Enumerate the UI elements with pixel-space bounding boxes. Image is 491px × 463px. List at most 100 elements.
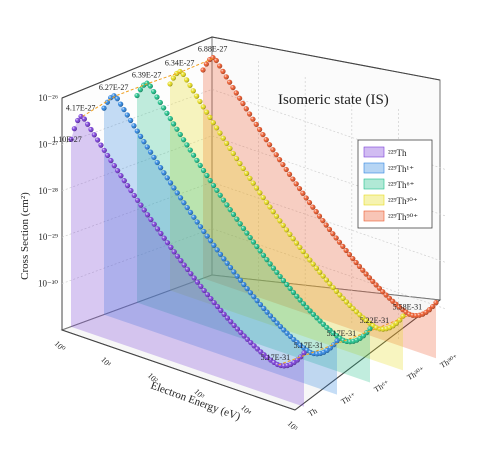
- data-point-shade: [247, 111, 253, 117]
- data-point-shade: [233, 90, 239, 96]
- data-point-shade: [266, 142, 273, 148]
- data-point-shade: [171, 185, 177, 191]
- data-point-shade: [376, 285, 383, 291]
- data-point-shade: [105, 152, 111, 159]
- data-point-shade: [187, 82, 193, 88]
- data-point-shade: [280, 222, 286, 228]
- series-curves: [68, 54, 439, 369]
- data-point-shade: [95, 137, 101, 143]
- data-point-shade: [287, 231, 293, 237]
- data-point-shade: [177, 131, 183, 138]
- data-point-shade: [114, 96, 120, 102]
- data-point-shade: [128, 187, 134, 194]
- data-point-shade: [134, 197, 141, 203]
- data-point-shade: [297, 297, 303, 303]
- data-point-shade: [254, 243, 260, 250]
- data-point-shade: [174, 126, 180, 132]
- x-tick-label: 10⁰: [53, 339, 67, 353]
- data-point-shade: [227, 264, 234, 271]
- peak-value-label: 6.88E-27: [198, 45, 228, 54]
- data-point-shade: [220, 68, 226, 74]
- data-point-shade: [317, 318, 323, 324]
- data-point-shade: [138, 202, 144, 208]
- data-point-shade: [257, 190, 263, 196]
- y-tick-label: 10⁻³⁰: [38, 279, 58, 289]
- min-value-label: 5.22E-31: [360, 316, 390, 325]
- data-point-shade: [240, 100, 246, 107]
- data-point-shade: [177, 195, 184, 201]
- data-point-shade: [340, 295, 346, 301]
- data-point-shade: [290, 236, 296, 242]
- data-point-shade: [134, 128, 140, 134]
- data-point-shade: [310, 311, 317, 317]
- legend-swatch: [363, 178, 385, 190]
- data-point-shade: [128, 117, 134, 123]
- data-point-shade: [231, 269, 237, 275]
- series-curve: [200, 54, 439, 319]
- data-point-shade: [223, 74, 229, 80]
- data-point-shade: [141, 207, 147, 213]
- data-point-shade: [277, 218, 283, 224]
- data-point-shade: [363, 271, 369, 277]
- data-point-shade: [230, 84, 236, 91]
- data-point-shade: [244, 336, 251, 342]
- data-point-shade: [273, 213, 280, 219]
- data-point-shade: [314, 315, 320, 321]
- data-point-shade: [297, 244, 303, 250]
- grid-line: [61, 181, 446, 263]
- data-point-shade: [330, 284, 336, 291]
- data-point-shade: [300, 301, 307, 307]
- data-point-shade: [168, 244, 174, 250]
- data-point-shade: [190, 88, 196, 94]
- data-point-shade: [157, 165, 164, 171]
- data-point-shade: [300, 190, 306, 196]
- data-point-shade: [217, 63, 223, 69]
- data-point-shade: [214, 303, 221, 310]
- data-point-shade: [137, 87, 143, 93]
- z-tick-label: Th: [307, 406, 319, 418]
- data-point-shade: [337, 292, 343, 298]
- data-point-shade: [327, 345, 333, 351]
- data-point-shade: [250, 239, 257, 245]
- chart-title: Isomeric state (IS): [278, 92, 389, 108]
- data-point-shade: [148, 216, 154, 223]
- data-point-shade: [307, 308, 313, 314]
- data-point-shade: [327, 281, 333, 287]
- data-point-shade: [144, 144, 150, 150]
- data-point-shade: [243, 106, 249, 112]
- data-point-shade: [260, 252, 267, 258]
- data-point-shade: [85, 121, 91, 127]
- data-point-shade: [181, 262, 187, 268]
- series-curve: [68, 113, 307, 369]
- data-point-shade: [350, 305, 356, 312]
- data-point-shade: [230, 211, 237, 218]
- data-point-shade: [221, 311, 227, 317]
- data-point-shade: [194, 219, 200, 225]
- data-point-shade: [214, 125, 220, 131]
- data-point-shade: [287, 333, 293, 339]
- data-point-shade: [343, 299, 350, 305]
- min-value-label: 5.17E-31: [294, 341, 324, 350]
- data-point-shade: [187, 147, 193, 153]
- data-point-shade: [274, 269, 280, 275]
- x-tick-label: 10¹: [99, 355, 113, 369]
- data-point-shade: [227, 207, 233, 213]
- data-point-shade: [313, 265, 320, 271]
- data-point-shade: [154, 94, 160, 100]
- data-point-shade: [201, 287, 207, 294]
- data-point-shade: [386, 295, 392, 301]
- data-point-shade: [320, 273, 326, 279]
- data-point-shade: [194, 93, 200, 99]
- data-point-shade: [267, 313, 274, 319]
- data-point-shade: [331, 342, 337, 348]
- data-point-shade: [164, 240, 171, 246]
- data-point-shade: [197, 98, 203, 105]
- grid-line: [61, 89, 446, 170]
- data-point-shade: [256, 126, 263, 133]
- data-point-shade: [260, 194, 266, 201]
- data-point-shade: [291, 336, 297, 343]
- data-point-shade: [164, 110, 170, 116]
- data-point-shade: [147, 83, 153, 89]
- data-point-shade: [241, 281, 247, 288]
